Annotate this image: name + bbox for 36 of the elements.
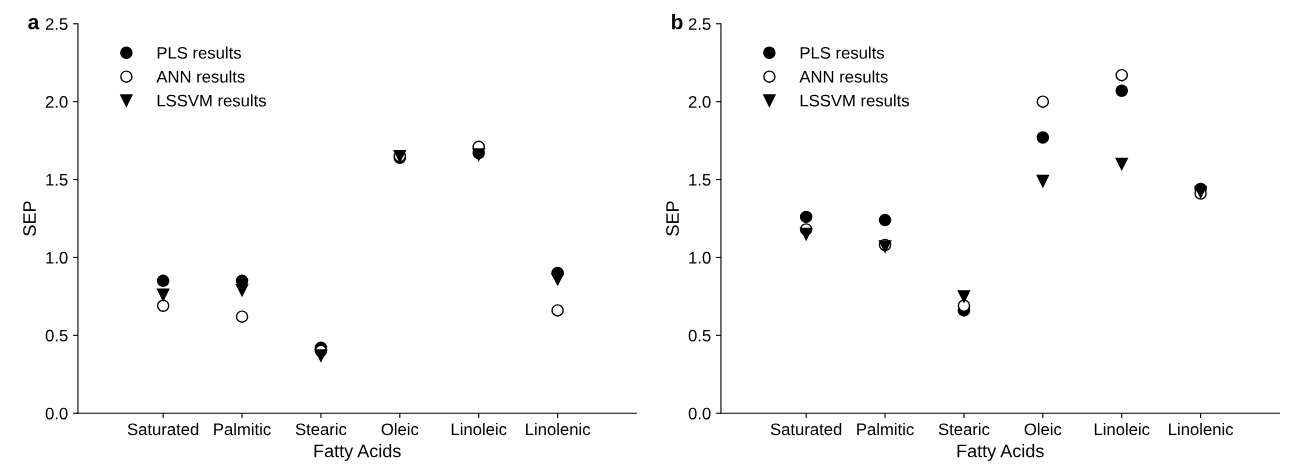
y-tick-label: 0.5 — [45, 329, 68, 342]
y-tick-label: 2.5 — [688, 18, 711, 30]
legend-label: PLS results — [800, 46, 884, 59]
x-tick-label: Stearic — [295, 422, 347, 436]
legend-label: LSSVM results — [157, 94, 266, 107]
x-tick-label: Stearic — [938, 422, 990, 436]
x-tick-label: Saturated — [127, 422, 199, 436]
y-tick-label: 0.5 — [688, 329, 711, 342]
y-tick-label: 2.5 — [45, 18, 68, 30]
y-axis-title: SEP — [666, 201, 679, 236]
y-tick-label: 1.0 — [46, 251, 68, 264]
y-tick-label: 0.0 — [45, 407, 68, 420]
legend-label: ANN results — [799, 70, 888, 83]
y-tick-label: 0.0 — [688, 407, 711, 420]
x-tick-label: Palmitic — [214, 422, 271, 436]
x-tick-label: Oleic — [1024, 422, 1062, 436]
y-tick-label: 1.0 — [689, 251, 711, 264]
legend-label: LSSVM results — [800, 94, 909, 107]
x-tick-label: Linolenic — [526, 422, 591, 436]
chart-title: b — [672, 14, 683, 30]
x-tick-label: Linolenic — [1169, 422, 1234, 436]
x-tick-label: Saturated — [770, 422, 842, 436]
legend-label: ANN results — [156, 70, 245, 83]
x-tick-label: Linoleic — [451, 422, 507, 436]
x-tick-label: Oleic — [381, 422, 419, 436]
y-tick-label: 1.5 — [689, 174, 711, 186]
y-tick-label: 2.0 — [45, 96, 68, 108]
y-axis-title: SEP — [23, 201, 36, 236]
x-axis-title: Fatty Acids — [314, 444, 401, 461]
y-tick-label: 2.0 — [688, 96, 711, 108]
legend-label: PLS results — [157, 46, 241, 59]
x-axis-title: Fatty Acids — [957, 444, 1044, 461]
x-tick-label: Linoleic — [1094, 422, 1150, 436]
y-tick-label: 1.5 — [46, 174, 68, 186]
chart-title: a — [28, 17, 40, 30]
x-tick-label: Palmitic — [857, 422, 914, 436]
